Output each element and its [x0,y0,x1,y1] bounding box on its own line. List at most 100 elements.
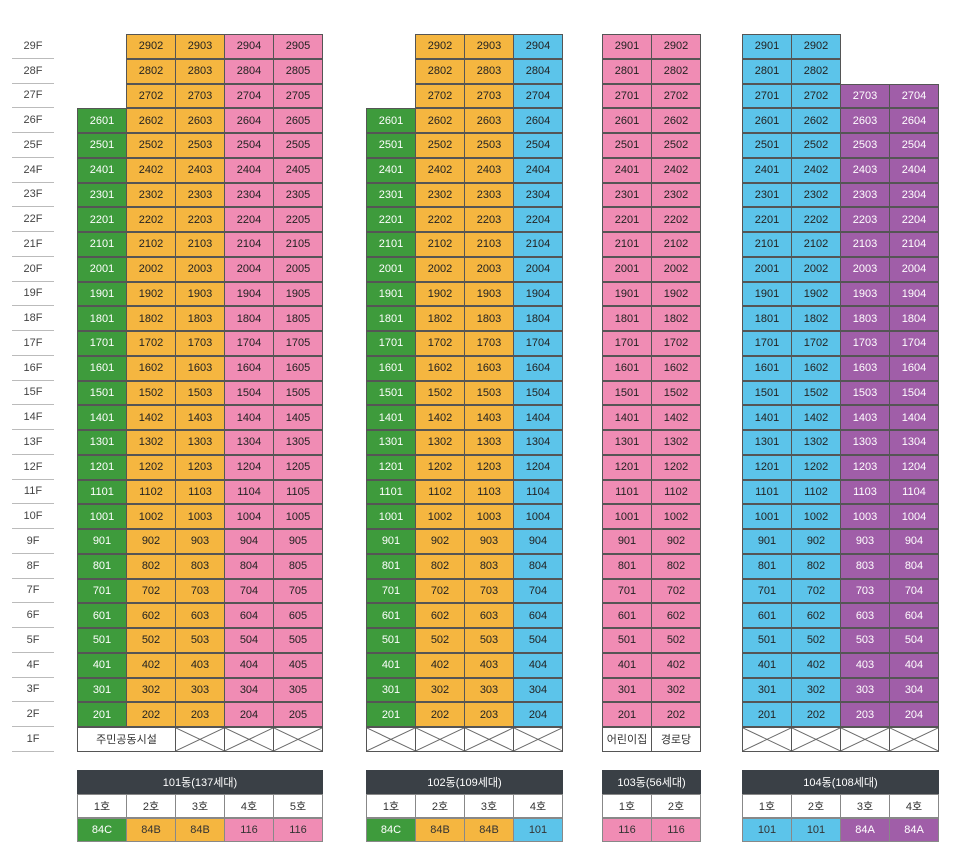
unit-cell[interactable]: 601 [742,603,792,628]
unit-cell[interactable]: 2704 [889,83,939,109]
unit-cell[interactable]: 201 [602,702,652,727]
unit-cell[interactable]: 301 [77,677,127,703]
unit-cell[interactable]: 1203 [175,454,225,480]
unit-cell[interactable]: 2204 [513,207,563,232]
unit-cell[interactable]: 1803 [175,306,225,331]
unit-cell[interactable]: 2902 [415,34,465,59]
unit-cell[interactable]: 402 [791,652,841,678]
unit-cell[interactable]: 1103 [840,479,890,505]
unit-cell[interactable]: 1901 [602,281,652,307]
unit-cell[interactable]: 2902 [651,34,701,59]
unit-cell[interactable]: 1501 [366,380,416,406]
unit-cell[interactable]: 2304 [224,182,274,208]
unit-cell[interactable]: 404 [513,652,563,678]
unit-cell[interactable]: 1104 [513,479,563,505]
unit-cell[interactable]: 2203 [840,207,890,232]
unit-cell[interactable]: 1701 [602,331,652,356]
unit-cell[interactable]: 2104 [224,232,274,257]
unit-cell[interactable]: 401 [742,652,792,678]
unit-cell[interactable]: 1902 [415,281,465,307]
unit-cell[interactable]: 2401 [742,157,792,183]
unit-cell[interactable]: 2205 [273,207,323,232]
unit-cell[interactable]: 1201 [366,454,416,480]
unit-cell[interactable]: 303 [464,677,514,703]
unit-cell[interactable]: 803 [175,553,225,579]
unit-cell[interactable]: 2702 [415,83,465,109]
unit-cell[interactable]: 304 [224,677,274,703]
unit-cell[interactable]: 1804 [889,306,939,331]
unit-cell[interactable]: 1805 [273,306,323,331]
unit-cell[interactable]: 2802 [651,58,701,84]
unit-cell[interactable]: 2904 [224,34,274,59]
unit-cell[interactable]: 1502 [651,380,701,406]
unit-cell[interactable]: 2202 [651,207,701,232]
unit-cell[interactable]: 1802 [126,306,176,331]
unit-cell[interactable]: 2101 [742,232,792,257]
unit-cell[interactable]: 1402 [126,405,176,430]
unit-cell[interactable]: 1702 [651,331,701,356]
unit-cell[interactable]: 1602 [126,355,176,381]
unit-cell[interactable]: 902 [415,529,465,554]
unit-cell[interactable]: 1902 [791,281,841,307]
unit-cell[interactable]: 1301 [742,430,792,455]
unit-cell[interactable]: 2401 [77,157,127,183]
unit-cell[interactable]: 1305 [273,430,323,455]
unit-cell[interactable]: 1403 [464,405,514,430]
unit-cell[interactable]: 1104 [224,479,274,505]
unit-cell[interactable]: 402 [415,652,465,678]
unit-cell[interactable]: 1203 [840,454,890,480]
unit-cell[interactable]: 1303 [840,430,890,455]
unit-cell[interactable]: 703 [840,578,890,604]
unit-cell[interactable]: 2405 [273,157,323,183]
unit-cell[interactable]: 1202 [126,454,176,480]
unit-cell[interactable]: 2604 [889,108,939,133]
unit-cell[interactable]: 1202 [651,454,701,480]
unit-cell[interactable]: 1501 [77,380,127,406]
unit-cell[interactable]: 2203 [175,207,225,232]
unit-cell[interactable]: 702 [126,578,176,604]
unit-cell[interactable]: 1202 [791,454,841,480]
unit-cell[interactable]: 202 [791,702,841,727]
unit-cell[interactable]: 2602 [791,108,841,133]
unit-cell[interactable]: 901 [602,529,652,554]
unit-cell[interactable]: 1705 [273,331,323,356]
unit-cell[interactable]: 2304 [889,182,939,208]
unit-cell[interactable]: 701 [77,578,127,604]
unit-cell[interactable]: 2502 [126,133,176,158]
unit-cell[interactable]: 1104 [889,479,939,505]
unit-cell[interactable]: 1302 [415,430,465,455]
unit-cell[interactable]: 2302 [651,182,701,208]
unit-cell[interactable]: 2705 [273,83,323,109]
unit-cell[interactable]: 604 [889,603,939,628]
unit-cell[interactable]: 1403 [175,405,225,430]
unit-cell[interactable]: 1804 [224,306,274,331]
unit-cell[interactable]: 2602 [415,108,465,133]
unit-cell[interactable]: 901 [366,529,416,554]
unit-cell[interactable]: 2901 [742,34,792,59]
unit-cell[interactable]: 2002 [791,256,841,282]
unit-cell[interactable]: 202 [415,702,465,727]
unit-cell[interactable]: 2303 [175,182,225,208]
unit-cell[interactable]: 703 [175,578,225,604]
unit-cell[interactable]: 2703 [464,83,514,109]
unit-cell[interactable]: 1702 [126,331,176,356]
unit-cell[interactable]: 2301 [742,182,792,208]
unit-cell[interactable]: 2802 [791,58,841,84]
unit-cell[interactable]: 2801 [742,58,792,84]
unit-cell[interactable]: 402 [126,652,176,678]
unit-cell[interactable]: 1304 [889,430,939,455]
unit-cell[interactable]: 1403 [840,405,890,430]
unit-cell[interactable]: 702 [791,578,841,604]
unit-cell[interactable]: 2402 [651,157,701,183]
unit-cell[interactable]: 1003 [175,504,225,529]
unit-cell[interactable]: 1502 [415,380,465,406]
unit-cell[interactable]: 1605 [273,355,323,381]
unit-cell[interactable]: 401 [366,652,416,678]
unit-cell[interactable]: 505 [273,628,323,653]
unit-cell[interactable]: 2402 [415,157,465,183]
unit-cell[interactable]: 1604 [224,355,274,381]
unit-cell[interactable]: 1804 [513,306,563,331]
unit-cell[interactable]: 502 [126,628,176,653]
unit-cell[interactable]: 1903 [175,281,225,307]
unit-cell[interactable]: 604 [224,603,274,628]
